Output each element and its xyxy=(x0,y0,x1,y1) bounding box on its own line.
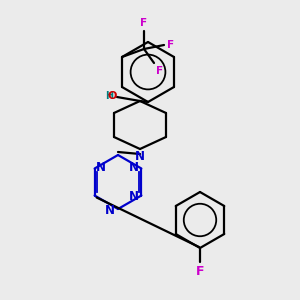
Text: F: F xyxy=(140,18,148,28)
Text: H: H xyxy=(105,91,113,101)
Text: F: F xyxy=(156,66,163,76)
Text: N: N xyxy=(135,150,145,163)
Text: N: N xyxy=(96,161,106,174)
Text: F: F xyxy=(196,265,204,278)
Text: N: N xyxy=(105,203,115,217)
Text: O: O xyxy=(108,91,117,101)
Text: N: N xyxy=(128,161,138,174)
Text: F: F xyxy=(167,40,174,50)
Text: N: N xyxy=(128,190,138,203)
